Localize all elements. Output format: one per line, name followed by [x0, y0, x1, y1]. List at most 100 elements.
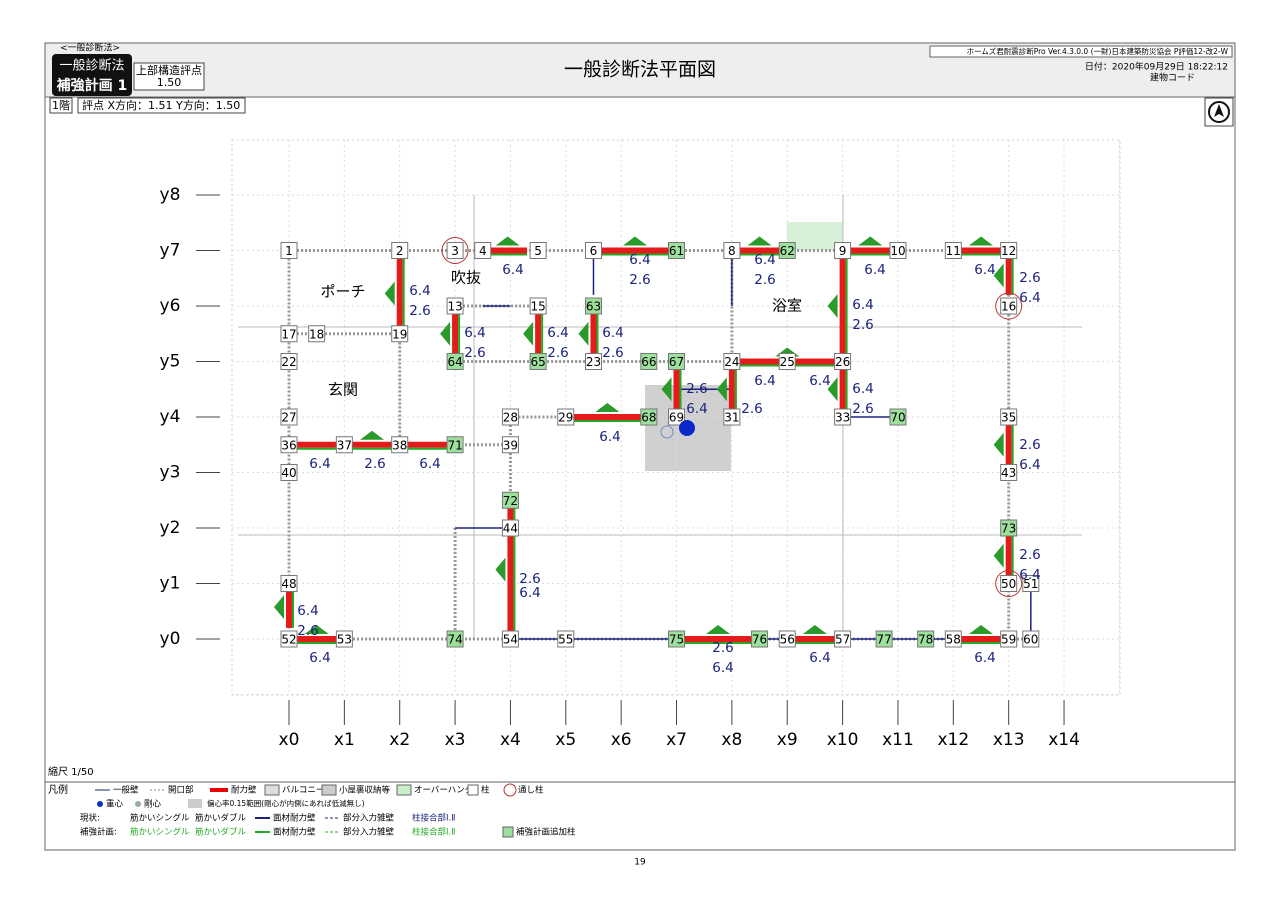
column	[1000, 630, 1018, 648]
node-label: 29	[558, 411, 573, 425]
brace-mark	[623, 236, 647, 246]
wall-value: 6.4	[519, 585, 540, 601]
legend-key	[396, 784, 412, 796]
node-label: 60	[1023, 633, 1038, 647]
legend-key	[321, 784, 337, 796]
wall-value: 2.6	[1019, 270, 1040, 286]
column	[751, 630, 769, 648]
frame	[44, 42, 1236, 851]
legend-title: 凡例	[48, 783, 68, 796]
x-axis-label: x13	[993, 730, 1025, 750]
column	[280, 408, 298, 426]
column	[1000, 575, 1018, 592]
title: 一般診断法平面図	[564, 59, 716, 81]
legend-item: 面材耐力壁	[273, 827, 316, 838]
legend-item: 柱接合部Ⅰ.Ⅱ	[412, 813, 455, 824]
x-axis-label: x1	[334, 730, 355, 750]
node-label: 17	[281, 327, 296, 341]
node-label: 71	[447, 438, 462, 452]
legend-key	[502, 826, 514, 838]
brace-mark	[595, 403, 620, 412]
column	[1022, 630, 1040, 648]
column	[834, 408, 852, 426]
software-box	[929, 45, 1233, 58]
y-axis-label: y4	[160, 407, 181, 427]
node-label: 75	[669, 633, 684, 647]
wall-value: 2.6	[852, 401, 873, 417]
building-code: 建物コード	[1150, 72, 1195, 84]
node-label: 62	[780, 244, 795, 258]
node-label: 54	[503, 633, 518, 647]
legend-item: 筋かいダブル	[195, 813, 247, 824]
plan: x0 x1 x2 x3 x4 x5 x6 x7 x8 x9 x10 x11 x12 x13 x14 y0 y1 y…	[160, 140, 1120, 750]
column	[640, 353, 658, 370]
node-label: 5	[534, 244, 542, 258]
y-axis-label: y0	[160, 629, 181, 649]
floor-score: 評点 X方向：1.51 Y方向：1.50	[82, 98, 240, 112]
wall-value: 6.4	[686, 401, 707, 417]
brace-mark	[495, 557, 506, 582]
column	[944, 630, 962, 648]
node-label: 73	[1001, 522, 1016, 536]
wall-value: 6.4	[754, 373, 775, 389]
floor-score-box	[77, 97, 246, 114]
column	[584, 297, 602, 315]
column	[834, 353, 852, 370]
legend-item: 筋かいシングル	[130, 813, 190, 824]
brace-mark	[440, 321, 451, 346]
legend-item: 柱	[481, 785, 490, 796]
y-axis-label: y5	[160, 352, 181, 372]
wall-value: 2.6	[712, 640, 733, 656]
node-label: 61	[669, 244, 684, 258]
software: ホームズ君耐震診断Pro Ver.4.3.0.0 (一財)日本建築防災協会 P評…	[966, 46, 1228, 56]
legend-item: 重心	[106, 799, 124, 810]
column	[446, 630, 464, 648]
node-label: 57	[835, 633, 850, 647]
node-label: 70	[890, 411, 905, 425]
node-label: 39	[503, 438, 518, 452]
node-label: 69	[669, 411, 684, 425]
wall-value: 6.4	[1019, 457, 1040, 473]
node-label: 65	[530, 355, 545, 369]
x-axis-label: x10	[827, 730, 859, 750]
node-label: 18	[309, 327, 324, 341]
node-label: 11	[946, 244, 961, 258]
wall-value: 6.4	[974, 262, 995, 278]
node-label: 25	[780, 355, 795, 369]
x-axis-label: x2	[389, 730, 410, 750]
legend-key	[135, 801, 141, 807]
node-label: 56	[780, 633, 795, 647]
node-label: 26	[835, 355, 850, 369]
column	[446, 436, 464, 454]
wall-value: 6.4	[547, 325, 568, 341]
legend-key	[264, 784, 280, 796]
wall-value: 6.4	[809, 373, 830, 389]
room-label: 浴室	[772, 297, 802, 315]
node-label: 13	[447, 300, 462, 314]
column	[557, 630, 575, 648]
wall-value: 2.6	[852, 317, 873, 333]
node-label: 23	[586, 355, 601, 369]
node-label: 38	[392, 438, 407, 452]
score-box	[133, 62, 205, 91]
wall-value: 6.4	[599, 429, 620, 445]
room-label: ポーチ	[320, 283, 365, 301]
legend-key	[467, 784, 479, 796]
brace-mark	[993, 263, 1004, 288]
legend-item: 偏心率0.15範囲(剛心が内側にあれば低減無し)	[207, 798, 365, 808]
wall-value: 2.6	[364, 456, 385, 472]
brace-mark	[384, 281, 395, 306]
scale: 縮尺 1/50	[48, 765, 94, 778]
column	[668, 242, 686, 259]
column	[834, 242, 852, 259]
wall-value: 6.4	[809, 650, 830, 666]
x-axis-label: x0	[279, 730, 300, 750]
column	[391, 436, 409, 454]
x-axis-label: x9	[777, 730, 798, 750]
column	[778, 353, 796, 370]
brace-mark	[706, 625, 731, 634]
column	[501, 408, 519, 426]
date: 日付：2020年09月29日 18:22:12	[1085, 61, 1228, 73]
y-axis-label: y7	[160, 241, 181, 261]
method-box	[52, 54, 132, 96]
